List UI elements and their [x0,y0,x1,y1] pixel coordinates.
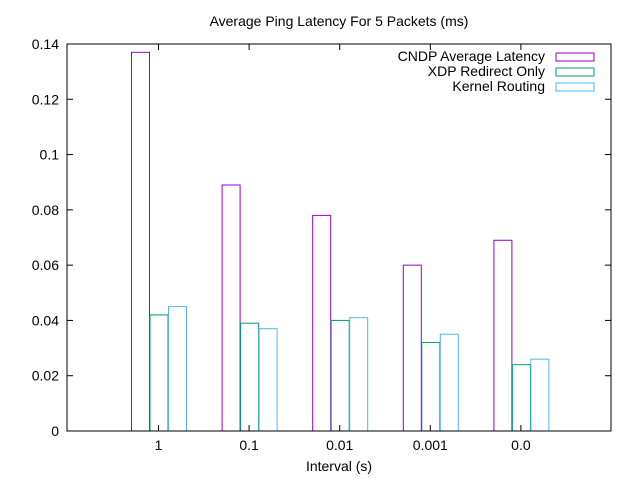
bar-cndp-average-latency [131,51,150,432]
legend-label: XDP Redirect Only [428,63,545,79]
y-tick-label: 0.04 [32,312,59,328]
x-axis-label: Interval (s) [306,458,372,474]
bar-kernel-routing [530,358,550,432]
x-tick-label: 1 [155,437,163,453]
y-tick-label: 0 [51,423,59,439]
y-tick-label: 0.12 [32,91,59,107]
legend-swatch [555,52,595,62]
x-tick-label: 0.0 [511,437,531,453]
legend-label: CNDP Average Latency [398,48,545,64]
bar-kernel-routing [258,328,278,432]
bars-group [131,51,550,432]
x-tick-label: 0.01 [326,437,353,453]
bar-kernel-routing [439,333,459,432]
bar-xdp-redirect-only [240,322,260,432]
bar-cndp-average-latency [312,214,332,432]
bar-xdp-redirect-only [330,319,350,432]
y-tick-label: 0.1 [40,147,60,163]
plot-frame [66,43,612,432]
y-tick-label: 0.06 [32,257,59,273]
x-tick-label: 0.001 [413,437,448,453]
bar-cndp-average-latency [221,184,241,432]
y-tick-label: 0.08 [32,202,59,218]
bar-xdp-redirect-only [511,364,531,432]
legend-swatch [555,82,595,92]
chart-title: Average Ping Latency For 5 Packets (ms) [210,13,469,29]
legend-label: Kernel Routing [452,78,545,94]
bar-kernel-routing [349,317,369,432]
bar-cndp-average-latency [402,264,422,432]
bar-cndp-average-latency [493,239,513,432]
bar-kernel-routing [168,306,187,432]
bar-xdp-redirect-only [149,314,169,432]
y-tick-label: 0.14 [32,36,59,52]
bar-xdp-redirect-only [421,342,441,432]
x-tick-label: 0.1 [239,437,259,453]
legend-swatch [555,67,595,77]
y-tick-label: 0.02 [32,368,59,384]
axes-group: 00.020.040.060.080.10.120.141 0.1 0.01 0.00… [32,36,611,453]
